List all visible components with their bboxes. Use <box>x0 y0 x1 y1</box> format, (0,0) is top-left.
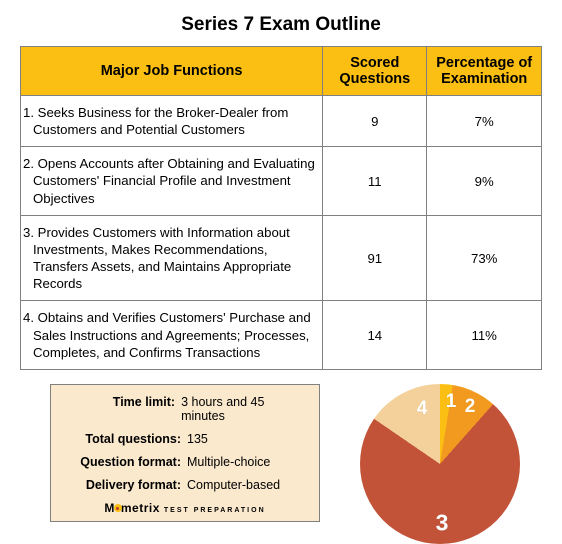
col-header-functions: Major Job Functions <box>21 47 323 96</box>
brand-target-icon <box>114 504 122 512</box>
info-label: Delivery format: <box>65 478 185 492</box>
info-rows: Time limit:3 hours and 45 minutes Total q… <box>65 395 305 492</box>
info-row: Time limit:3 hours and 45 minutes <box>65 395 305 423</box>
cell-percentage: 7% <box>427 96 542 147</box>
cell-function: 1. Seeks Business for the Broker-Dealer … <box>21 96 323 147</box>
outline-table: Major Job Functions Scored Questions Per… <box>20 46 542 370</box>
table-row: 3. Provides Customers with Information a… <box>21 215 542 301</box>
info-row: Delivery format:Computer-based <box>65 478 305 492</box>
brand-sub: TEST PREPARATION <box>164 507 266 514</box>
cell-percentage: 11% <box>427 301 542 369</box>
table-body: 1. Seeks Business for the Broker-Dealer … <box>21 96 542 370</box>
pie-slice-label: 3 <box>436 509 449 536</box>
brand-suffix: metrix <box>121 501 160 515</box>
info-label: Time limit: <box>65 395 179 409</box>
table-header-row: Major Job Functions Scored Questions Per… <box>21 47 542 96</box>
cell-percentage: 73% <box>427 215 542 301</box>
cell-scored: 9 <box>323 96 427 147</box>
cell-function: 4. Obtains and Verifies Customers' Purch… <box>21 301 323 369</box>
info-value: 135 <box>185 432 208 446</box>
pie-chart: 12 3 4 <box>360 384 520 544</box>
table-row: 1. Seeks Business for the Broker-Dealer … <box>21 96 542 147</box>
cell-function: 3. Provides Customers with Information a… <box>21 215 323 301</box>
pie-slice-label: 2 <box>465 396 476 418</box>
cell-scored: 11 <box>323 147 427 215</box>
table-row: 2. Opens Accounts after Obtaining and Ev… <box>21 147 542 215</box>
info-label: Total questions: <box>65 432 185 446</box>
info-row: Question format:Multiple-choice <box>65 455 305 469</box>
info-row: Total questions:135 <box>65 432 305 446</box>
pie-slice-label: 4 <box>417 398 428 420</box>
info-label: Question format: <box>65 455 185 469</box>
exam-info-box: Time limit:3 hours and 45 minutes Total q… <box>50 384 320 522</box>
table-row: 4. Obtains and Verifies Customers' Purch… <box>21 301 542 369</box>
col-header-scored: Scored Questions <box>323 47 427 96</box>
info-value: Multiple-choice <box>185 455 270 469</box>
pie-slice-label: 1 <box>446 391 457 413</box>
cell-scored: 91 <box>323 215 427 301</box>
info-value: 3 hours and 45 minutes <box>179 395 305 423</box>
cell-percentage: 9% <box>427 147 542 215</box>
col-header-percentage: Percentage of Examination <box>427 47 542 96</box>
page-title: Series 7 Exam Outline <box>20 14 542 36</box>
branding: Mmetrix TEST PREPARATION <box>65 501 305 515</box>
info-value: Computer-based <box>185 478 280 492</box>
cell-function: 2. Opens Accounts after Obtaining and Ev… <box>21 147 323 215</box>
cell-scored: 14 <box>323 301 427 369</box>
